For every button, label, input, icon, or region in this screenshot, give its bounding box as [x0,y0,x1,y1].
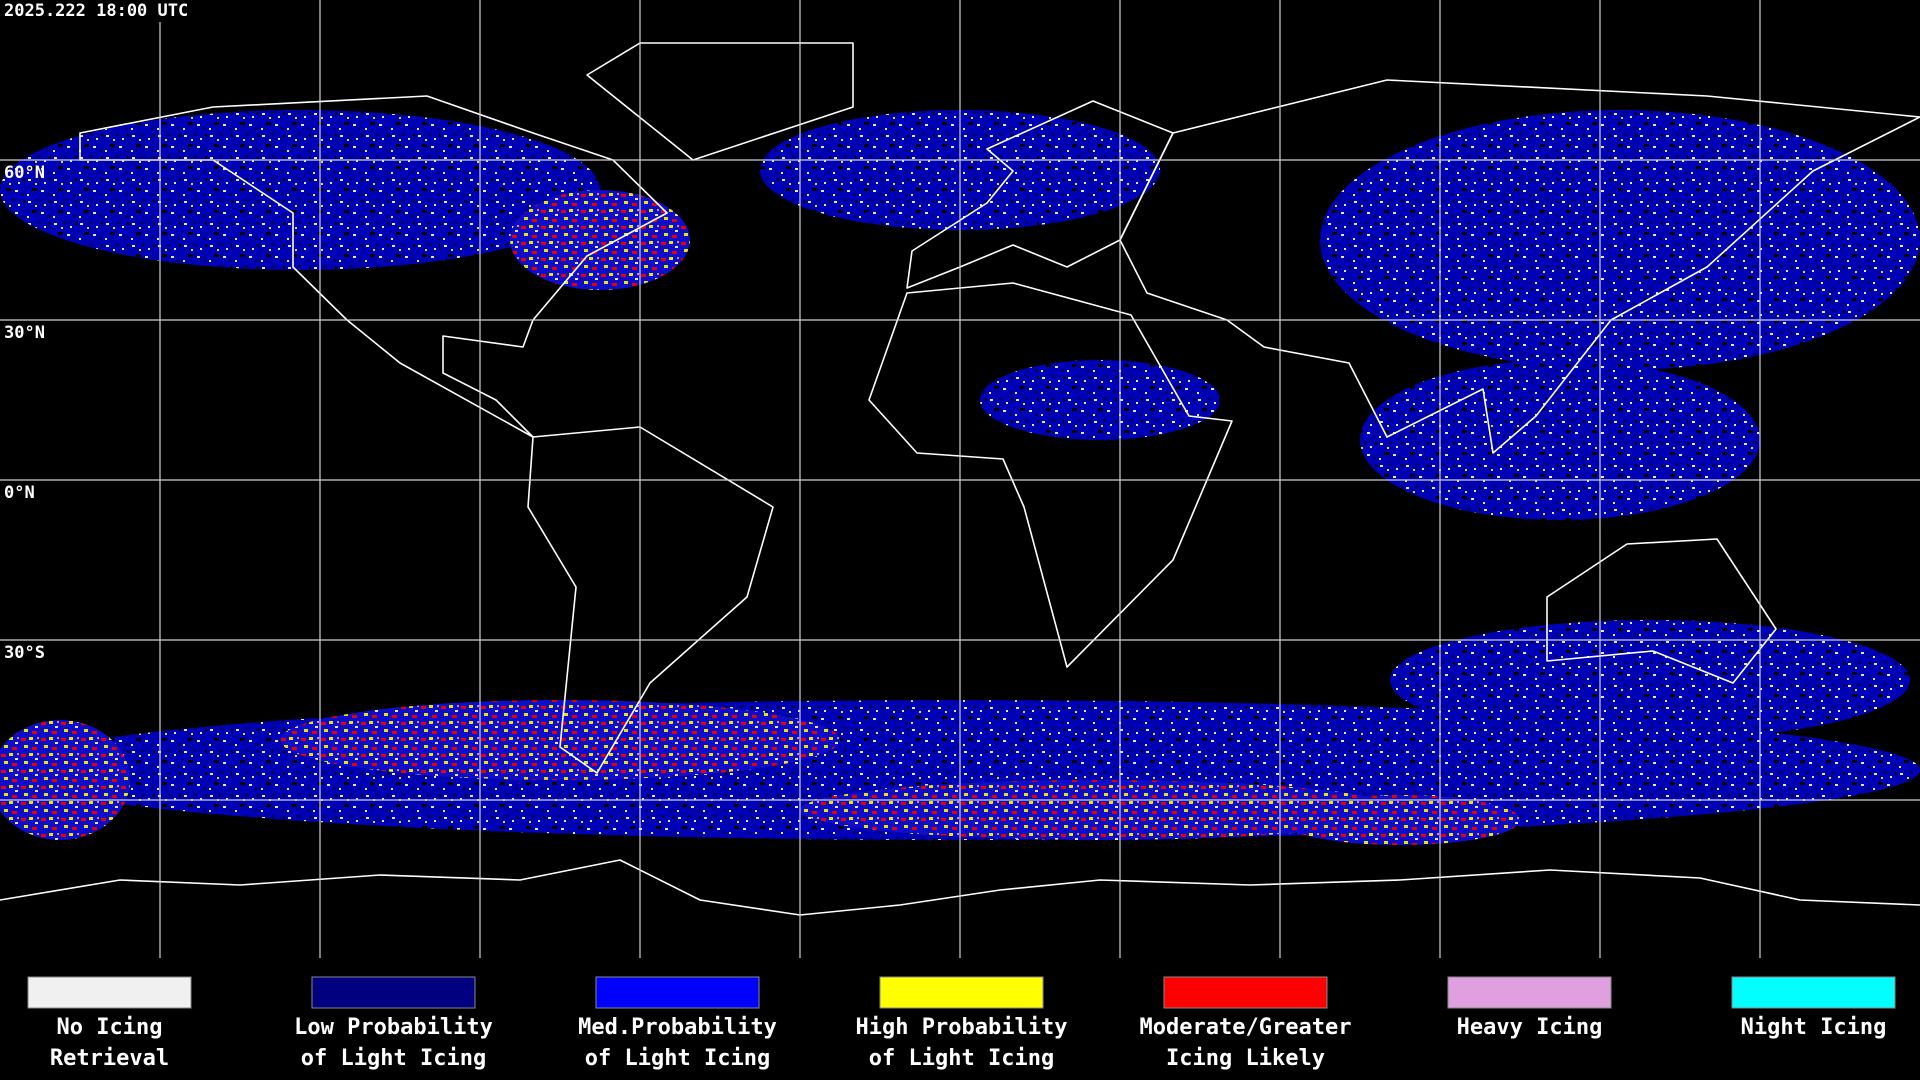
legend-label: No Icing [57,1015,163,1040]
legend-label: Night Icing [1741,1015,1887,1040]
legend-item: Moderate/Greater Icing Likely [1140,976,1352,1071]
legend-label: Low Probability [294,1015,493,1040]
graticule [0,0,1920,958]
legend-item: Night Icing [1731,976,1896,1040]
legend-label: Heavy Icing [1457,1015,1603,1040]
latitude-label: 60°N [4,163,45,183]
latitude-labels: 60°N 30°N 0°N 30°S [4,163,45,663]
legend: No Icing Retrieval Low Probability of Light… [27,976,1896,1071]
legend-label: Moderate/Greater [1140,1015,1352,1040]
legend-item: No Icing Retrieval [27,976,192,1071]
timestamp: 2025.222 18:00 UTC [4,1,188,21]
legend-swatch [1731,976,1896,1009]
latitude-label: 30°S [4,643,45,663]
latitude-label: 0°N [4,483,35,503]
legend-label: Med.Probability [578,1015,777,1040]
legend-swatch [311,976,476,1009]
legend-item: Med.Probability of Light Icing [578,976,777,1071]
legend-label: of Light Icing [869,1046,1054,1071]
legend-swatch [595,976,760,1009]
legend-item: Low Probability of Light Icing [294,976,493,1071]
legend-label: Icing Likely [1166,1046,1325,1071]
legend-label: of Light Icing [585,1046,770,1071]
legend-label: High Probability [856,1015,1068,1040]
latitude-label: 30°N [4,323,45,343]
timestamp-box [0,0,220,22]
legend-label: Retrieval [50,1046,169,1071]
legend-swatch [1447,976,1612,1009]
legend-swatch [27,976,192,1009]
legend-swatch [1163,976,1328,1009]
legend-swatch [879,976,1044,1009]
legend-item: High Probability of Light Icing [856,976,1068,1071]
legend-item: Heavy Icing [1447,976,1612,1040]
legend-label: of Light Icing [301,1046,486,1071]
